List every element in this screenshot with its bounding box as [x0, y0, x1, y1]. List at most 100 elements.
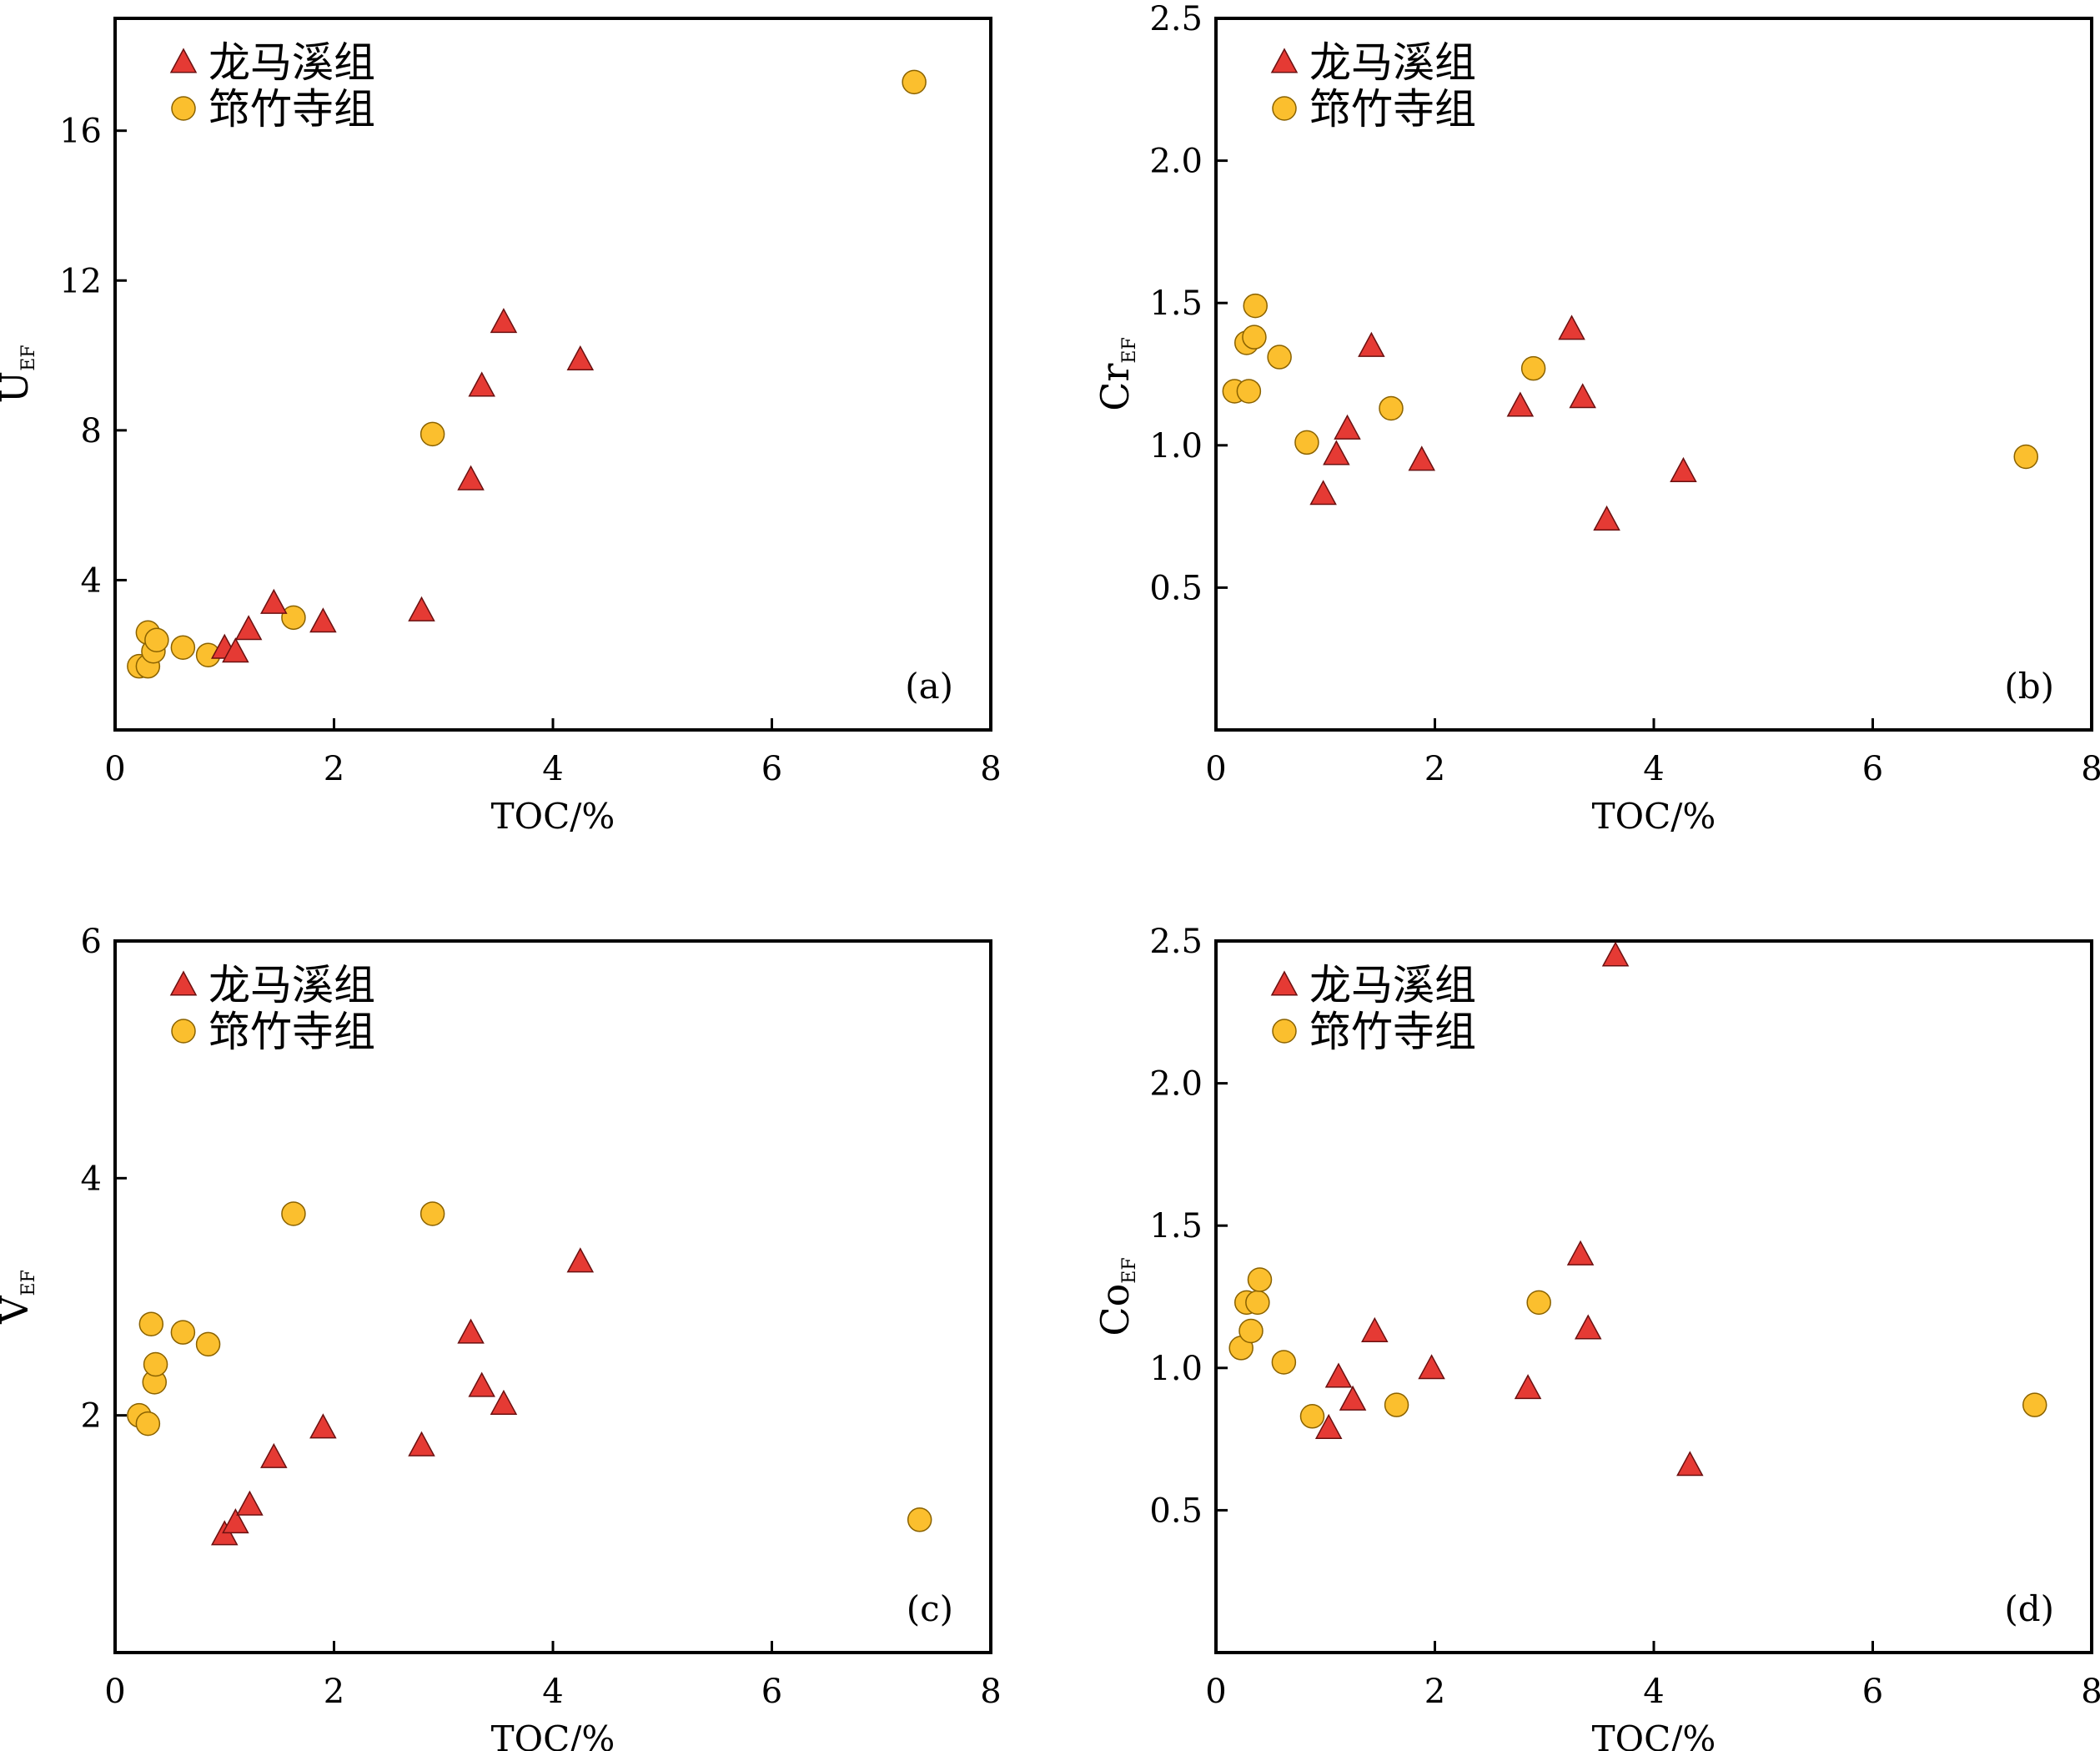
- data-point: [222, 637, 249, 663]
- y-tick-label: 2: [81, 1397, 102, 1436]
- legend-label: 筇竹寺组: [1309, 85, 1476, 133]
- data-point: [457, 465, 485, 491]
- y-tick-label: 12: [59, 262, 102, 300]
- data-point: [143, 1351, 168, 1377]
- data-point: [281, 1201, 306, 1226]
- y-axis-label-main: V: [0, 1296, 37, 1325]
- data-point: [1574, 1314, 1602, 1340]
- data-point: [309, 607, 337, 633]
- data-point: [135, 1411, 161, 1437]
- data-point: [170, 1320, 196, 1345]
- y-tick-label: 2.0: [1149, 1065, 1203, 1104]
- legend-label: 龙马溪组: [208, 961, 375, 1009]
- y-tick-label: 6: [81, 923, 102, 961]
- y-tick-label: 0.5: [1149, 1492, 1203, 1530]
- data-point: [1358, 331, 1385, 357]
- series-circle: [1228, 1267, 2047, 1429]
- x-axis-label: TOC/%: [1592, 1718, 1716, 1751]
- data-point: [1299, 1404, 1325, 1429]
- x-tick-label: 4: [542, 1673, 563, 1711]
- data-point: [1670, 456, 1697, 483]
- data-point: [1271, 1350, 1297, 1375]
- data-point: [281, 605, 306, 631]
- y-tick-label: 1.0: [1149, 427, 1203, 465]
- panel-tag: (a): [905, 666, 953, 707]
- data-point: [419, 1201, 445, 1226]
- data-point: [468, 371, 495, 397]
- data-point: [1236, 379, 1262, 404]
- legend-label: 筇竹寺组: [208, 1008, 375, 1056]
- x-tick-label: 2: [1424, 750, 1445, 788]
- y-tick-label: 4: [81, 1160, 102, 1198]
- data-point: [468, 1371, 495, 1397]
- data-point: [1593, 505, 1620, 531]
- y-axis-label: VEF: [0, 1270, 39, 1325]
- x-tick-label: 8: [980, 1673, 1001, 1711]
- legend-marker-triangle: [1270, 48, 1299, 73]
- legend-label: 筇竹寺组: [208, 85, 375, 133]
- data-point: [1384, 1392, 1409, 1417]
- y-axis-label-subscript: EF: [1119, 337, 1140, 363]
- data-point: [1601, 941, 1630, 967]
- data-point: [1334, 414, 1361, 440]
- x-tick-label: 0: [104, 1673, 125, 1711]
- series-circle: [1222, 293, 2038, 470]
- y-axis-label: CrEF: [1093, 337, 1140, 411]
- y-axis-label-main: Co: [1093, 1284, 1138, 1336]
- legend-label: 筇竹寺组: [1309, 1008, 1476, 1056]
- legend-marker-circle: [171, 96, 196, 121]
- data-point: [1247, 1267, 1273, 1292]
- x-axis-label: TOC/%: [1592, 796, 1716, 837]
- y-tick-label: 0.5: [1149, 569, 1203, 607]
- y-axis-label-subscript: EF: [18, 1270, 39, 1296]
- data-point: [309, 1413, 337, 1439]
- data-point: [144, 627, 169, 653]
- data-point: [490, 1389, 518, 1415]
- data-point: [457, 1318, 485, 1344]
- y-axis-label-main: U: [0, 371, 37, 404]
- y-tick-label: 1.5: [1149, 1207, 1203, 1245]
- panel-tag: (d): [2004, 1588, 2054, 1629]
- data-point: [1361, 1316, 1389, 1342]
- data-point: [1245, 1290, 1270, 1316]
- data-point: [260, 1442, 288, 1468]
- data-point: [902, 69, 927, 95]
- data-point: [1520, 355, 1546, 381]
- data-point: [2022, 1392, 2047, 1417]
- data-point: [2013, 444, 2038, 470]
- legend-marker-triangle: [1270, 970, 1299, 996]
- data-point: [566, 345, 595, 371]
- y-axis-label-subscript: EF: [1119, 1257, 1140, 1283]
- data-point: [1323, 440, 1350, 465]
- x-tick-label: 6: [1862, 1673, 1883, 1711]
- x-tick-label: 4: [1643, 1673, 1664, 1711]
- x-tick-label: 8: [2081, 1673, 2100, 1711]
- data-point: [490, 308, 518, 334]
- data-point: [1526, 1290, 1551, 1316]
- data-point: [1267, 345, 1292, 370]
- legend-marker-triangle: [169, 48, 198, 73]
- series-triangle: [210, 308, 595, 663]
- data-point: [170, 635, 196, 660]
- data-point: [1339, 1385, 1367, 1411]
- data-point: [1514, 1374, 1542, 1400]
- x-tick-label: 2: [324, 750, 344, 788]
- data-point: [1569, 383, 1596, 409]
- y-axis-label-main: Cr: [1093, 364, 1138, 411]
- y-axis-label: UEF: [0, 345, 39, 403]
- y-axis-label-subscript: EF: [18, 345, 39, 370]
- data-point: [1243, 293, 1268, 319]
- x-tick-label: 0: [104, 750, 125, 788]
- series-circle: [127, 69, 927, 679]
- y-tick-label: 1.5: [1149, 284, 1203, 323]
- data-point: [236, 1490, 264, 1516]
- data-point: [195, 1331, 221, 1357]
- data-point: [1379, 395, 1404, 421]
- x-tick-label: 4: [1643, 750, 1664, 788]
- legend-label: 龙马溪组: [1309, 38, 1476, 87]
- x-tick-label: 8: [2081, 750, 2100, 788]
